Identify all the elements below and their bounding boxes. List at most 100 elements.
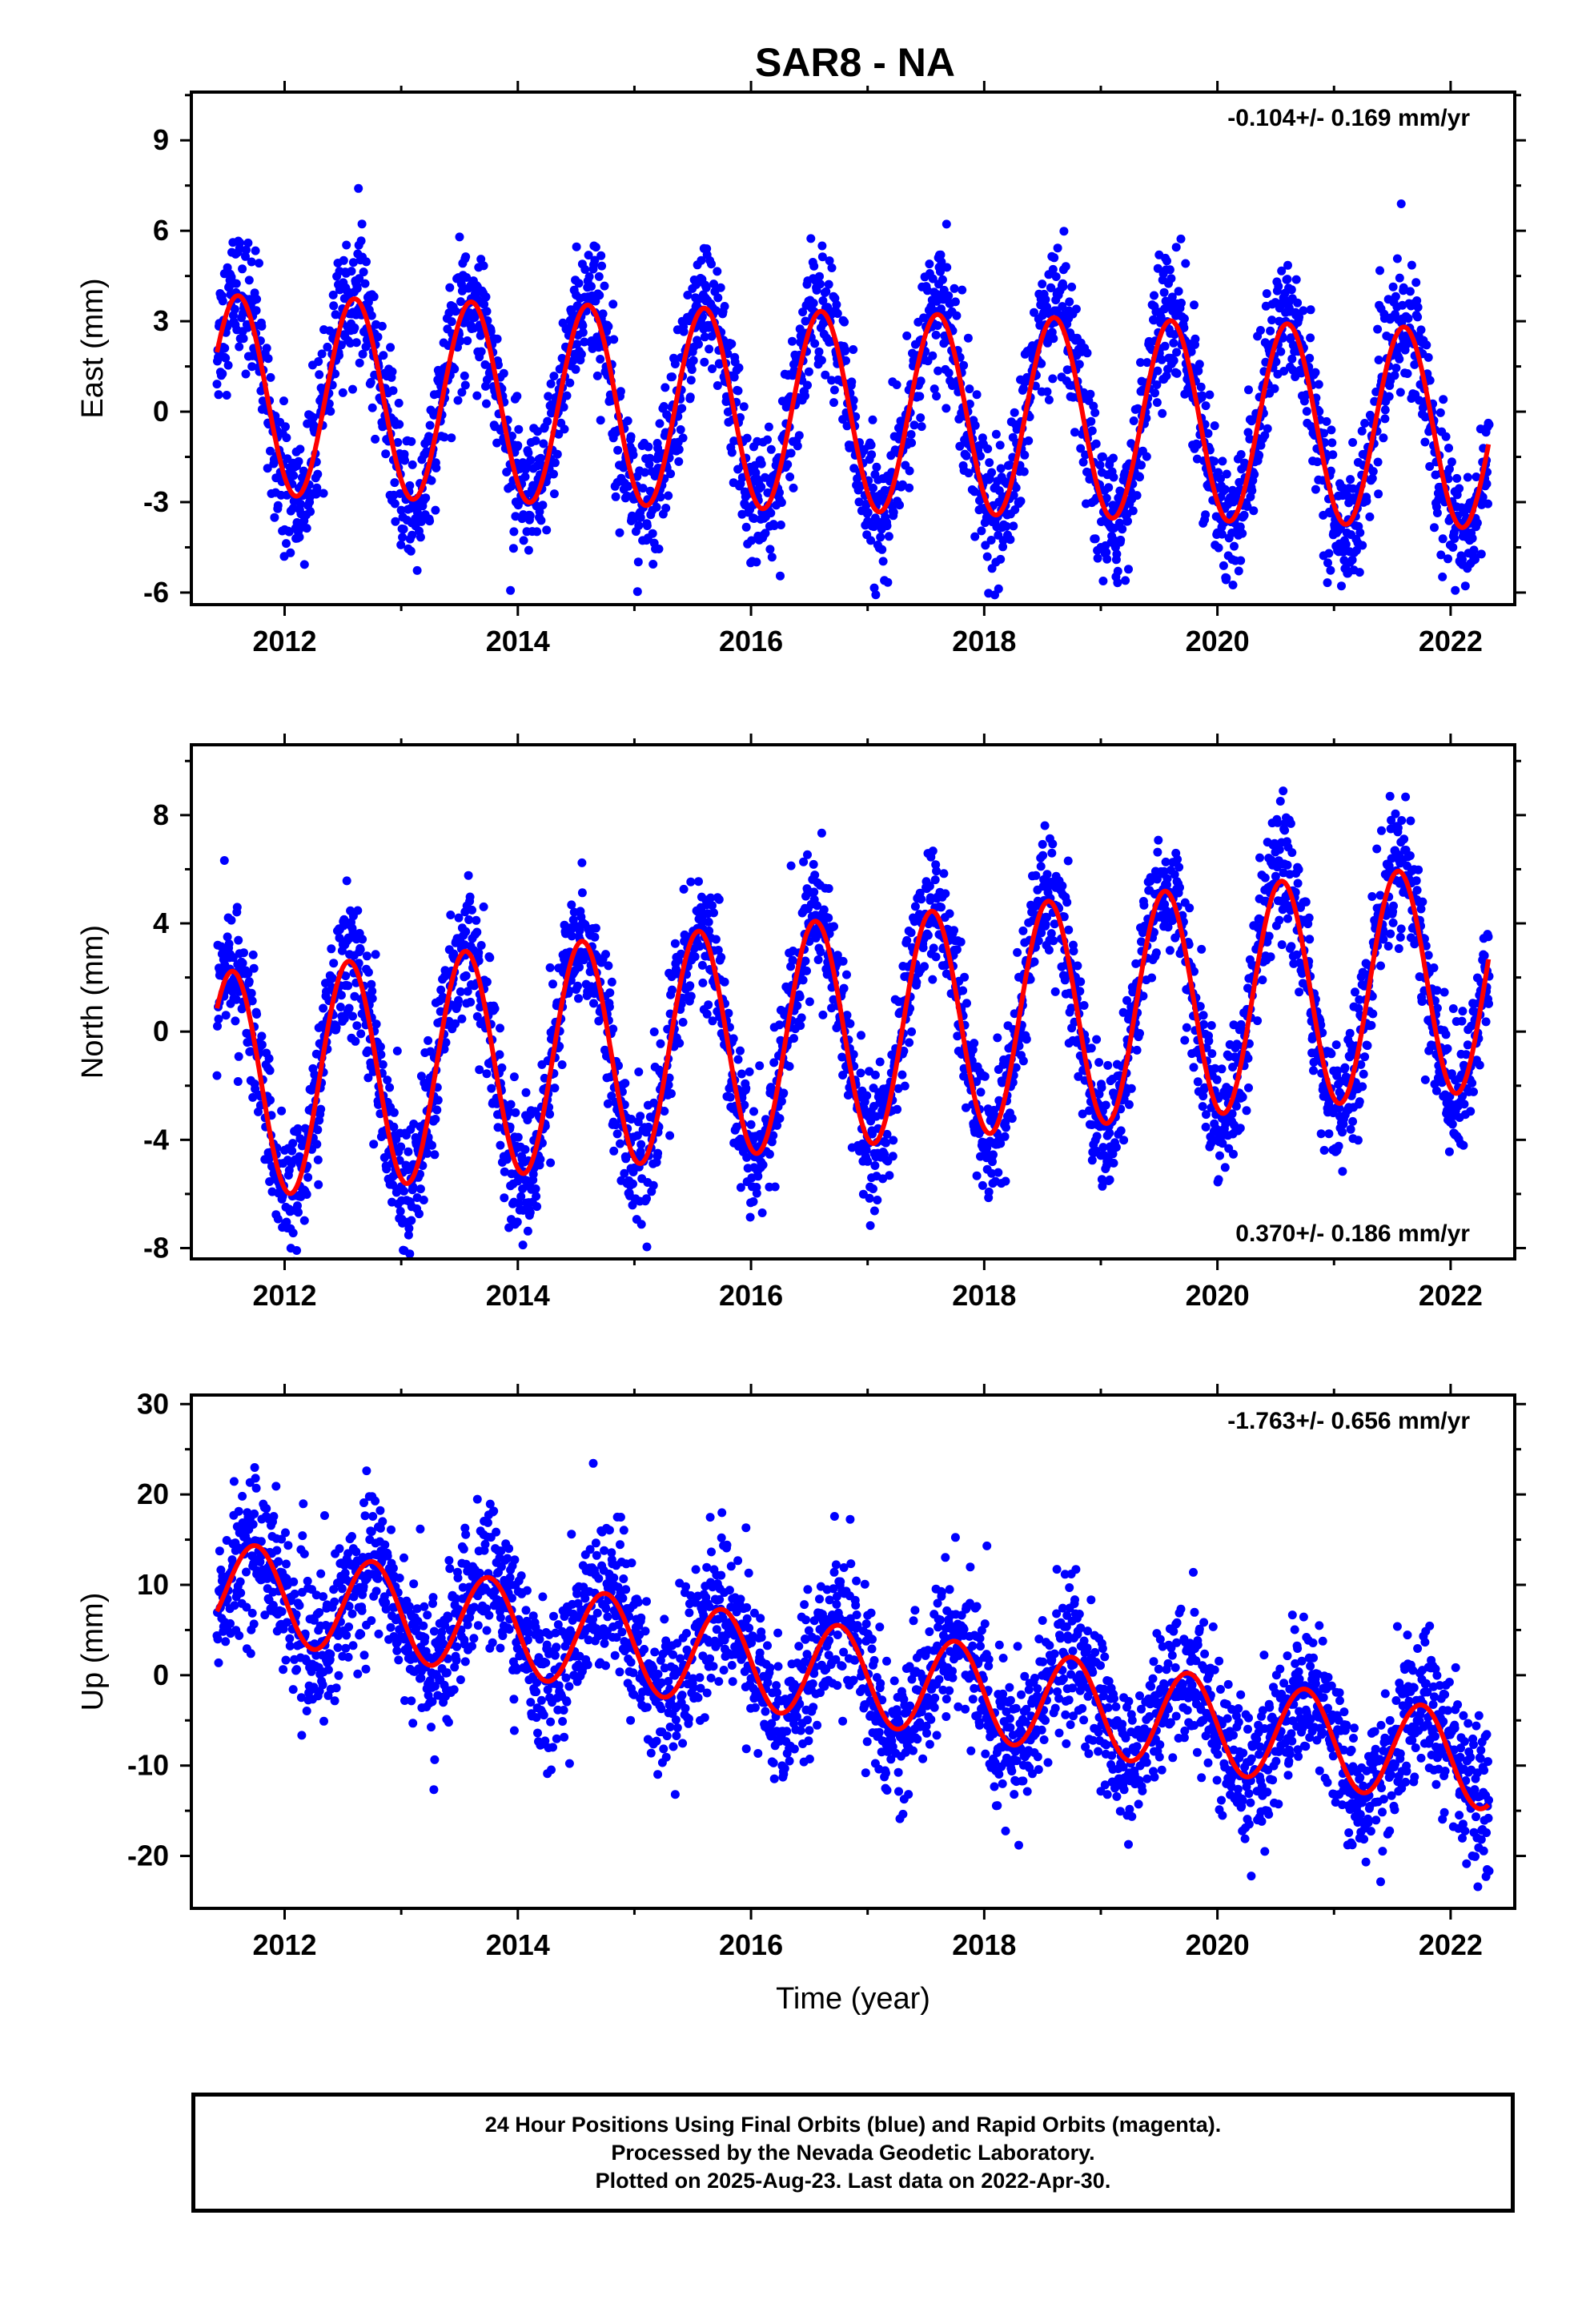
data-point [985,458,994,468]
data-point [404,1224,414,1233]
data-point [1103,1060,1113,1070]
data-point [239,334,248,344]
data-point [367,987,377,996]
data-point [818,1010,828,1019]
chart-title: SAR8 - NA [755,40,955,85]
data-point [371,1019,381,1029]
data-point [584,251,593,260]
data-point [479,902,488,911]
data-point [909,420,919,430]
data-point [1150,291,1158,300]
data-point [764,422,773,432]
data-point [1306,305,1315,315]
data-point [861,1145,871,1155]
data-point [1162,256,1171,266]
data-point [906,430,916,439]
data-point [1042,387,1052,396]
data-point [445,283,455,292]
data-point [1358,541,1367,550]
data-point [310,1070,319,1080]
data-point [408,530,417,540]
data-point [389,1108,399,1117]
data-point [1158,408,1167,418]
data-point [970,1039,979,1048]
data-point [341,971,351,981]
data-points [212,183,1494,600]
data-point [814,347,824,356]
data-point [251,246,260,255]
data-point [571,364,580,374]
data-point [829,398,838,408]
data-point [243,969,253,978]
data-point [475,1065,484,1075]
data-point [1451,585,1460,595]
data-point [293,1201,302,1211]
data-point [687,365,697,374]
data-point [925,882,934,891]
data-point [1159,287,1169,297]
data-point [626,432,636,441]
data-point [451,1019,460,1028]
data-point [1217,529,1227,539]
data-point [1460,581,1470,591]
data-point [918,943,928,952]
data-point [378,1059,387,1069]
data-point [818,296,828,305]
data-point [454,913,464,923]
data-point [1255,450,1264,460]
data-point [798,975,808,985]
data-point [456,279,466,289]
data-point [1042,870,1052,879]
data-point [255,259,263,268]
data-point [686,991,696,1001]
data-point [668,372,677,382]
data-point [885,1171,894,1180]
data-point [1051,272,1061,281]
data-point [1059,227,1069,236]
data-point [1422,340,1431,350]
y-tick-label: 9 [153,123,169,156]
data-point [1186,347,1196,356]
data-point [1293,298,1303,308]
data-point [339,1014,349,1023]
data-point [1048,264,1058,274]
data-point [1001,1176,1010,1186]
data-point [348,1011,357,1021]
data-point [694,340,703,349]
data-point [1390,371,1399,380]
data-point [709,908,718,918]
y-tick-label: 0 [153,395,169,428]
data-point [1220,485,1230,494]
data-point [958,986,968,995]
data-point [769,1131,778,1140]
data-point [906,928,916,938]
data-point [415,1209,424,1219]
data-point [342,240,351,250]
data-point [472,391,482,400]
data-point [809,887,819,897]
data-point [492,334,502,344]
data-point [870,1070,880,1080]
data-point [1102,554,1112,564]
data-point [747,536,757,545]
data-point [343,981,353,991]
data-point [585,967,595,976]
data-point [803,850,812,859]
data-point [251,306,261,316]
data-point [257,1031,267,1041]
data-point [1375,266,1384,275]
data-point [1276,347,1286,356]
data-point [348,258,358,267]
data-point [716,283,725,292]
data-point [1244,385,1253,395]
data-point [827,263,837,272]
data-point [509,1072,519,1082]
data-point [897,480,907,489]
data-point [295,499,305,509]
data-point [933,321,942,330]
data-point [907,1027,917,1036]
data-points [212,786,1494,1259]
data-point [388,386,398,396]
data-point [1418,403,1427,412]
data-point [1263,424,1272,433]
